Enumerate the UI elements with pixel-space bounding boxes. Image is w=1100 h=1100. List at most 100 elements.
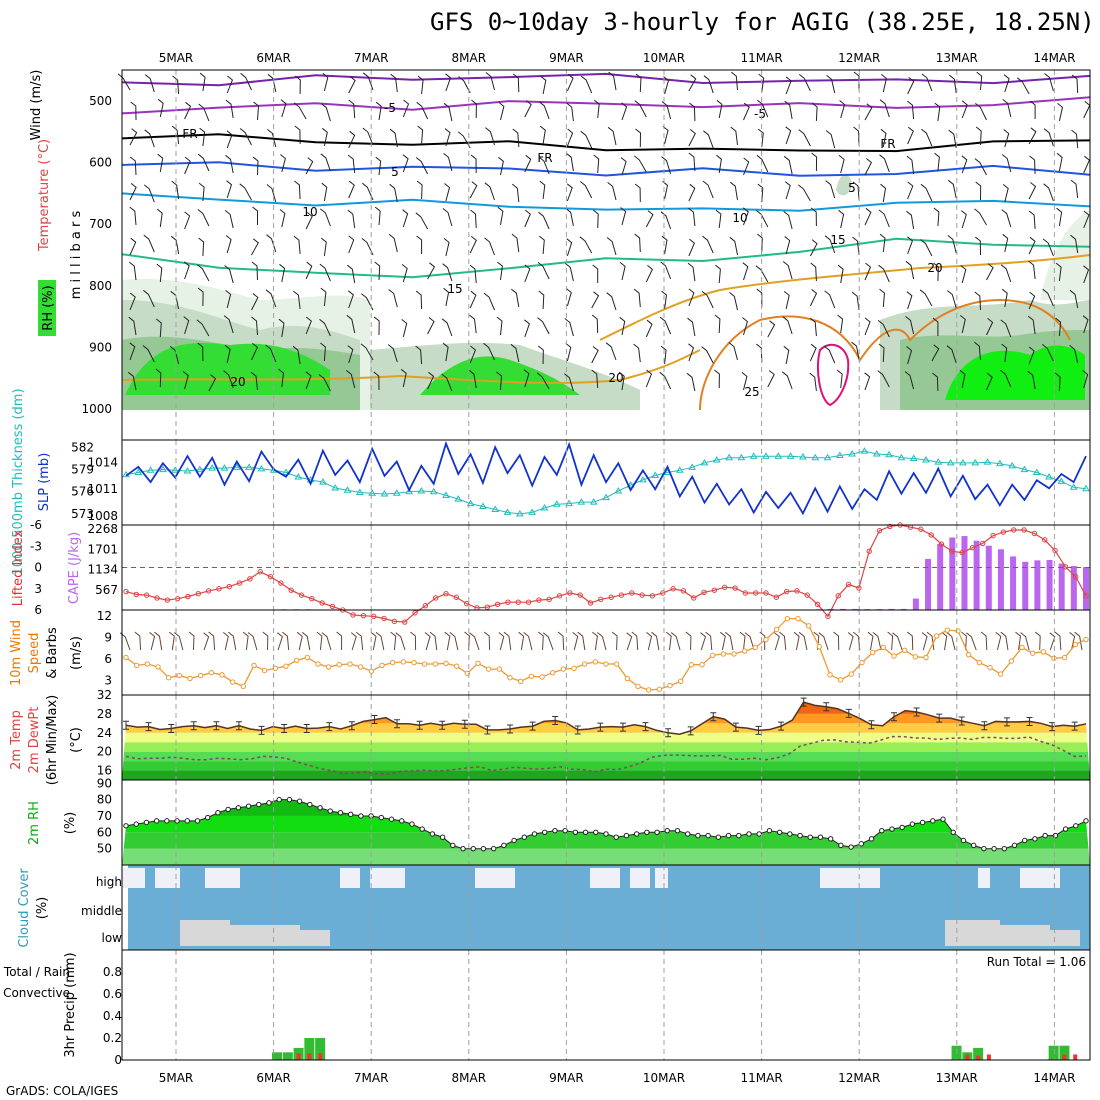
wind-barb (374, 206, 381, 226)
rh-point (654, 829, 660, 836)
wind-barb (877, 320, 890, 338)
wind-barb-10m (833, 631, 840, 651)
wind-barb (781, 371, 793, 390)
wind-speed-point (699, 662, 705, 668)
wind-barb (620, 207, 627, 226)
rh-point (439, 834, 446, 840)
thickness-point (589, 498, 598, 505)
wind-barb (620, 157, 627, 176)
wind-barb (919, 289, 933, 307)
wind-barb (197, 209, 210, 227)
wind-barb (714, 314, 721, 334)
precip-total-bar (272, 1052, 283, 1060)
precip-axis-label: 3hr Precip (mm) (63, 952, 78, 1057)
lifted-index-point (938, 541, 945, 547)
rh-point (868, 836, 875, 842)
temp-minmax-bar (1003, 717, 1010, 727)
wind-barb (510, 343, 520, 363)
li-tick--3: -3 (30, 539, 42, 553)
wind-barb-10m (370, 631, 377, 651)
wind-barb (322, 73, 329, 92)
wind-barb (1057, 103, 1064, 122)
wind-barb (662, 126, 669, 145)
contour-label-7: 10 (302, 205, 317, 219)
wind-speed-point (923, 654, 929, 661)
wind-barb (415, 345, 423, 365)
cape-tick-2268: 2268 (87, 522, 118, 536)
wind-barb-10m (744, 632, 755, 651)
date-label-bottom-0: 5MAR (159, 1071, 194, 1085)
lifted-index-point (969, 544, 976, 551)
wind-speed-point (645, 687, 652, 693)
wind-speed-point (336, 662, 343, 668)
lifted-index-point (422, 603, 429, 609)
lifted-index-point (711, 587, 718, 593)
wind-barb (933, 262, 939, 282)
rh-point (327, 808, 333, 814)
wind-barb (851, 291, 860, 311)
thickness-point (392, 489, 401, 496)
wind-barb (538, 101, 550, 120)
thickness-point (405, 487, 413, 495)
wind-barb-10m (626, 632, 633, 651)
wind-barb (810, 262, 817, 282)
wind-barb (878, 209, 890, 228)
wind-barb (784, 100, 793, 120)
rh-point (511, 837, 517, 844)
rh-point (256, 801, 262, 808)
wind-barb-10m (429, 631, 438, 651)
wind-barb (129, 128, 138, 146)
wind-barb (1002, 233, 1009, 253)
wind-tick-6: 6 (104, 652, 112, 666)
wind-barb (606, 292, 617, 311)
lifted-index-point (484, 604, 490, 610)
wind-barb (729, 181, 738, 201)
wind-barb (1082, 370, 1089, 389)
wind-barb (389, 128, 398, 148)
wind-barb (645, 210, 654, 228)
wind-barb (809, 239, 818, 257)
temp-minmax-bar (371, 715, 378, 725)
wind-speed-point (827, 672, 833, 678)
wind-barb (523, 369, 530, 388)
lifted-index-point (164, 597, 170, 603)
wind-barb (825, 180, 836, 199)
lifted-index-point (866, 548, 872, 554)
rh-axis-label-1: 2m RH (27, 801, 42, 845)
thickness-point (442, 491, 450, 498)
wind-barb-10m (941, 631, 948, 651)
cape-tick-567: 567 (95, 583, 118, 597)
wind-barb (305, 157, 314, 175)
wind-barb-10m (1020, 632, 1030, 651)
wind-speed-point (731, 651, 737, 657)
date-label-bottom-5: 10MAR (643, 1071, 685, 1085)
wind-barb (402, 99, 410, 118)
rh-point (337, 809, 344, 816)
rh-point (307, 801, 313, 808)
wind-barb (171, 125, 180, 145)
wind-barb (223, 370, 234, 389)
wind-barb-10m (818, 632, 829, 651)
wind-barb (318, 374, 331, 392)
temp-tick-28: 28 (97, 707, 112, 721)
rh-region-moist-center (420, 356, 580, 395)
wind-speed-point (368, 668, 375, 674)
wind-barb (373, 371, 380, 391)
wind-barb (566, 73, 574, 92)
precip-tick-0.6: 0.6 (103, 987, 122, 1001)
wind-barb (1029, 100, 1036, 119)
wind-barb (688, 238, 696, 257)
temp-minmax-bar (461, 719, 468, 729)
lifted-index-point (649, 593, 656, 599)
wind-barb (663, 76, 670, 95)
wind-barb (1070, 234, 1079, 254)
wind-barb (143, 234, 155, 253)
wind-barb (810, 207, 817, 227)
wind-barb (905, 316, 915, 335)
thickness-point (195, 465, 204, 473)
temp-minmax-bar (936, 713, 943, 723)
wind-barb-10m (537, 631, 544, 651)
isotherm-5-line (121, 161, 1091, 177)
wind-barb (401, 264, 408, 283)
wind-barb (634, 183, 641, 203)
